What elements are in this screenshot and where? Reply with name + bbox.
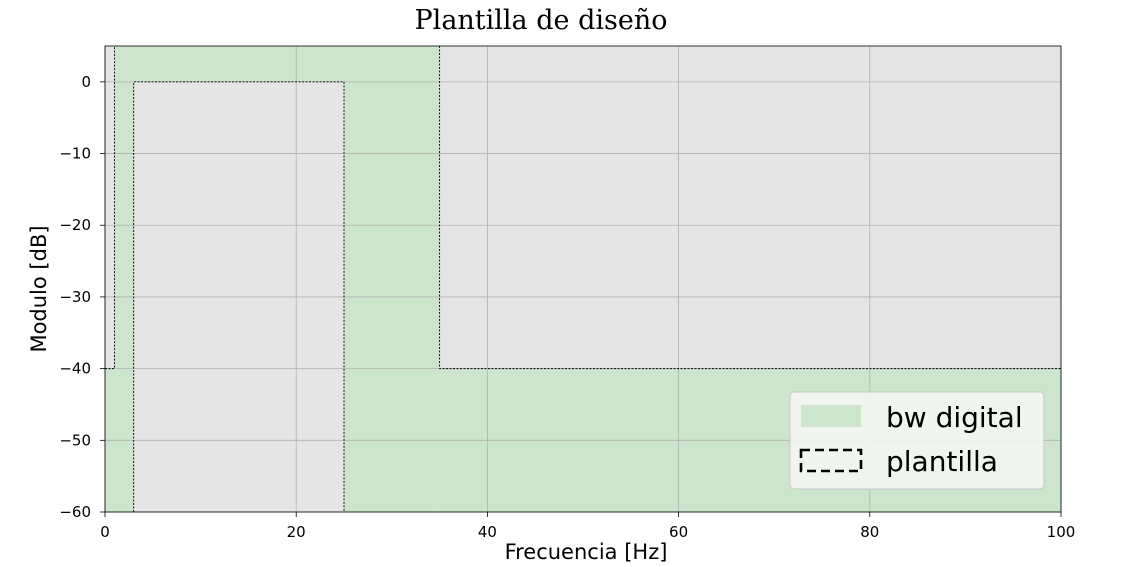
legend-swatch-bw-digital bbox=[801, 405, 861, 427]
axis-ticks: 0 20 40 60 80 100 0 −10 −20 −30 −40 −50 −60 bbox=[59, 73, 1075, 541]
legend-label-plantilla: plantilla bbox=[886, 445, 998, 478]
y-tick-label: −60 bbox=[59, 503, 91, 521]
x-tick-label: 40 bbox=[478, 523, 497, 541]
x-tick-label: 80 bbox=[860, 523, 879, 541]
plot-area bbox=[104, 45, 1062, 513]
y-axis-label: Modulo [dB] bbox=[27, 225, 51, 352]
axes-frame bbox=[104, 45, 1062, 513]
x-tick-label: 100 bbox=[1047, 523, 1076, 541]
legend-swatch-plantilla bbox=[799, 448, 863, 473]
x-axis-label: Frecuencia [Hz] bbox=[505, 540, 668, 564]
plantilla-box-0 bbox=[105, 46, 115, 369]
y-tick-label: −40 bbox=[59, 360, 91, 378]
x-tick-label: 0 bbox=[100, 523, 110, 541]
y-tick-label: −30 bbox=[59, 288, 91, 306]
y-tick-label: 0 bbox=[81, 73, 91, 91]
plantilla-outline-2 bbox=[439, 46, 1061, 370]
x-tick-label: 60 bbox=[669, 523, 688, 541]
plantilla-outline-0 bbox=[105, 46, 116, 370]
plantilla-outline-1 bbox=[133, 81, 345, 512]
chart-title: Plantilla de diseño bbox=[415, 5, 668, 36]
y-tick-label: −50 bbox=[59, 431, 91, 449]
legend: bw digital plantilla bbox=[789, 391, 1045, 490]
legend-label-bw-digital: bw digital bbox=[886, 401, 1023, 434]
y-tick-label: −10 bbox=[59, 145, 91, 163]
x-tick-label: 20 bbox=[287, 523, 306, 541]
y-tick-label: −20 bbox=[59, 216, 91, 234]
plantilla-box-2 bbox=[439, 46, 1062, 369]
